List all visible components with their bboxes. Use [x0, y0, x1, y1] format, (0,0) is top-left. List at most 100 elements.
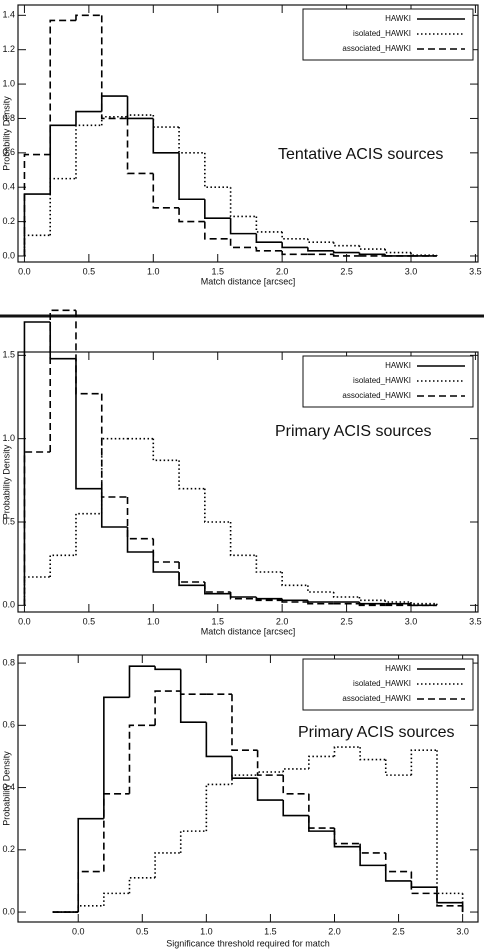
x-tick-label: 2.5 — [340, 266, 353, 276]
histogram-step — [358, 252, 386, 256]
histogram-step — [410, 880, 437, 888]
histogram-step — [229, 218, 257, 235]
histogram-step — [410, 602, 437, 605]
histogram-step — [100, 488, 128, 528]
histogram-step — [126, 497, 154, 540]
y-tick-label: 0.2 — [2, 844, 15, 854]
y-tick-label: 0.6 — [2, 720, 15, 730]
histogram-step — [307, 602, 334, 605]
y-tick-label: 1.0 — [2, 433, 15, 443]
y-tick-label: 0.4 — [2, 182, 15, 192]
histogram-step — [49, 322, 76, 360]
histogram-step — [154, 852, 181, 878]
legend-label: associated_HAWKI — [342, 694, 411, 703]
histogram-step — [204, 199, 231, 219]
histogram-step — [204, 221, 231, 240]
histogram-step — [359, 846, 386, 867]
legend-box — [302, 355, 474, 408]
histogram-step — [229, 593, 257, 598]
x-tick-label: 2.5 — [340, 616, 353, 626]
histogram-step — [410, 252, 437, 256]
histogram-step — [103, 696, 130, 819]
x-tick-label: 3.0 — [405, 616, 418, 626]
y-tick-label: 0.0 — [2, 906, 15, 916]
histogram-step — [436, 750, 463, 895]
histogram-step — [75, 110, 102, 126]
x-tick-label: 2.0 — [276, 616, 289, 626]
histogram-step — [255, 597, 283, 600]
histogram-step — [410, 749, 437, 776]
histogram-step — [229, 522, 257, 557]
x-tick-label: 3.0 — [405, 266, 418, 276]
histogram-step — [308, 793, 335, 829]
histogram-step — [152, 552, 180, 573]
histogram-step — [100, 393, 128, 498]
histogram-step — [229, 187, 257, 218]
histogram-step — [178, 152, 205, 201]
histogram-step — [75, 358, 102, 490]
histogram-step — [23, 193, 51, 256]
histogram-step — [152, 438, 180, 462]
histogram-step — [75, 310, 102, 395]
legend-label: associated_HAWKI — [342, 391, 411, 400]
x-tick-label: 2.0 — [328, 926, 341, 936]
histogram-step — [358, 603, 386, 607]
histogram-step — [281, 598, 308, 602]
histogram-step — [231, 774, 258, 785]
y-tick-label: 1.4 — [2, 10, 15, 20]
histogram-step — [358, 602, 386, 605]
histogram-step — [75, 14, 102, 21]
histogram-step — [178, 460, 205, 490]
series — [23, 437, 438, 606]
x-tick-label: 2.0 — [276, 266, 289, 276]
histogram-step — [307, 238, 334, 244]
histogram-step — [75, 512, 102, 556]
x-tick-label: 0.5 — [136, 926, 149, 936]
y-tick-label: 0.0 — [2, 250, 15, 260]
histogram-step — [332, 250, 360, 254]
histogram-step — [436, 893, 463, 907]
histogram-step — [179, 691, 207, 696]
y-tick-label: 0.5 — [2, 516, 15, 526]
y-tick-label: 0.8 — [2, 113, 15, 123]
histogram-step — [49, 19, 76, 155]
series — [52, 665, 464, 913]
histogram-step — [204, 488, 231, 523]
y-axis-label: Probability Density — [1, 96, 11, 171]
histogram-step — [205, 722, 232, 758]
histogram-step — [23, 451, 51, 606]
histogram-step — [282, 800, 309, 817]
histogram-step — [49, 309, 76, 452]
histogram-step — [49, 554, 76, 577]
x-tick-label: 0.0 — [18, 266, 31, 276]
x-tick-label: 1.0 — [147, 266, 160, 276]
histogram-step — [229, 238, 257, 249]
histogram-step — [333, 831, 361, 848]
histogram-step — [359, 747, 386, 761]
histogram-step — [179, 669, 207, 724]
plot-frame — [17, 4, 479, 263]
series — [23, 309, 437, 607]
x-tick-label: 1.5 — [264, 926, 277, 936]
x-tick-label: 3.0 — [456, 926, 469, 936]
histogram-step — [384, 852, 412, 873]
x-tick-label: 0.5 — [83, 266, 96, 276]
histogram-step — [49, 177, 76, 236]
legend-label: isolated_HAWKI — [353, 679, 411, 688]
y-tick-label: 1.0 — [2, 78, 15, 88]
histogram-step — [77, 817, 104, 913]
histogram-step — [281, 600, 308, 603]
x-tick-label: 1.0 — [147, 616, 160, 626]
x-axis-label: Match distance [arcsec] — [201, 276, 296, 286]
histogram-step — [23, 153, 51, 256]
histogram-step — [152, 115, 180, 128]
histogram-step — [23, 321, 51, 606]
histogram-step — [255, 598, 283, 602]
histogram-step — [256, 778, 284, 801]
histogram-step — [282, 768, 309, 773]
histogram-step — [126, 96, 154, 120]
y-tick-label: 0.0 — [2, 600, 15, 610]
series — [23, 14, 437, 257]
histogram-step — [307, 585, 334, 593]
